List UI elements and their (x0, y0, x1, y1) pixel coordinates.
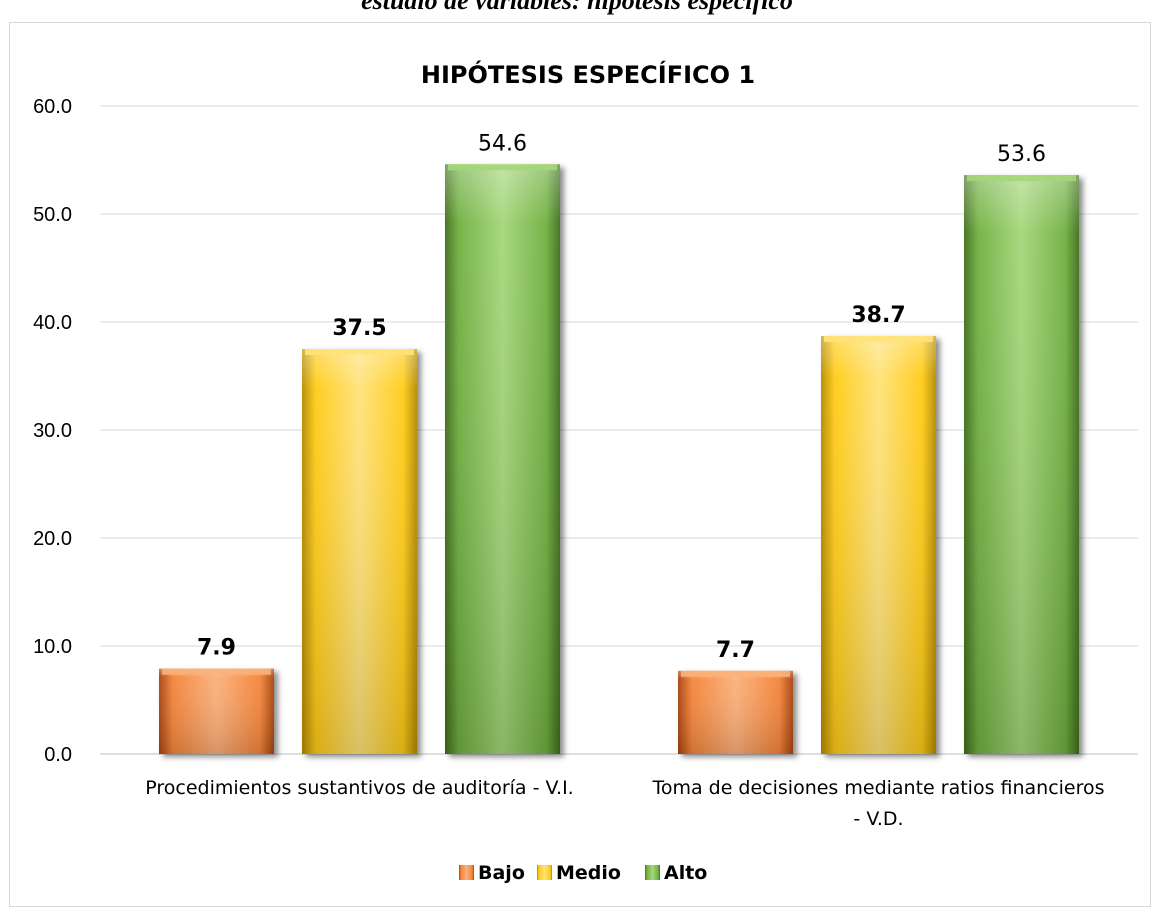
data-label: 7.7 (716, 638, 755, 663)
y-tick-label: 60.0 (33, 96, 72, 118)
bar-shading (821, 336, 936, 754)
bar-shading (445, 164, 560, 754)
bar-bevel (448, 164, 557, 171)
legend-label: Alto (664, 862, 707, 884)
x-tick-label: - V.D. (853, 808, 903, 830)
y-tick-label: 40.0 (33, 312, 72, 334)
bar-chart: HIPÓTESIS ESPECÍFICO 1 0.0 10.0 20.0 30.0 40… (33, 59, 1138, 884)
x-tick-label: Procedimientos sustantivos de auditoría … (145, 777, 573, 799)
bar-shading (302, 349, 417, 754)
x-tick-label: Toma de decisiones mediante ratios finan… (651, 777, 1104, 799)
y-tick-label: 0.0 (44, 744, 72, 766)
chart-title: HIPÓTESIS ESPECÍFICO 1 (421, 59, 755, 89)
bar-bevel (824, 336, 933, 343)
y-tick-label: 50.0 (33, 204, 72, 226)
bar-bevel (681, 670, 790, 677)
chart-area: HIPÓTESIS ESPECÍFICO 1 0.0 10.0 20.0 30.0 40… (9, 22, 1151, 907)
data-label: 54.6 (478, 131, 527, 156)
legend-label: Medio (556, 862, 621, 884)
bar-shading (159, 668, 274, 754)
data-label: 37.5 (332, 316, 386, 341)
y-tick-label: 10.0 (33, 636, 72, 658)
legend-swatch-bajo (459, 865, 474, 880)
bar-bevel (305, 349, 414, 355)
y-tick-label: 20.0 (33, 528, 72, 550)
bar-shading (964, 175, 1079, 754)
bar-bevel (162, 668, 271, 675)
bar-shading (678, 670, 793, 754)
data-label: 53.6 (997, 142, 1046, 167)
legend-swatch-alto (645, 865, 660, 880)
legend-swatch-medio (537, 865, 552, 880)
data-label: 38.7 (851, 303, 905, 328)
bar-bevel (967, 175, 1076, 182)
y-tick-label: 30.0 (33, 420, 72, 442)
data-label: 7.9 (197, 636, 236, 661)
figure-caption: estudio de variables: hipótesis específi… (361, 0, 793, 15)
legend-label: Bajo (478, 862, 525, 884)
